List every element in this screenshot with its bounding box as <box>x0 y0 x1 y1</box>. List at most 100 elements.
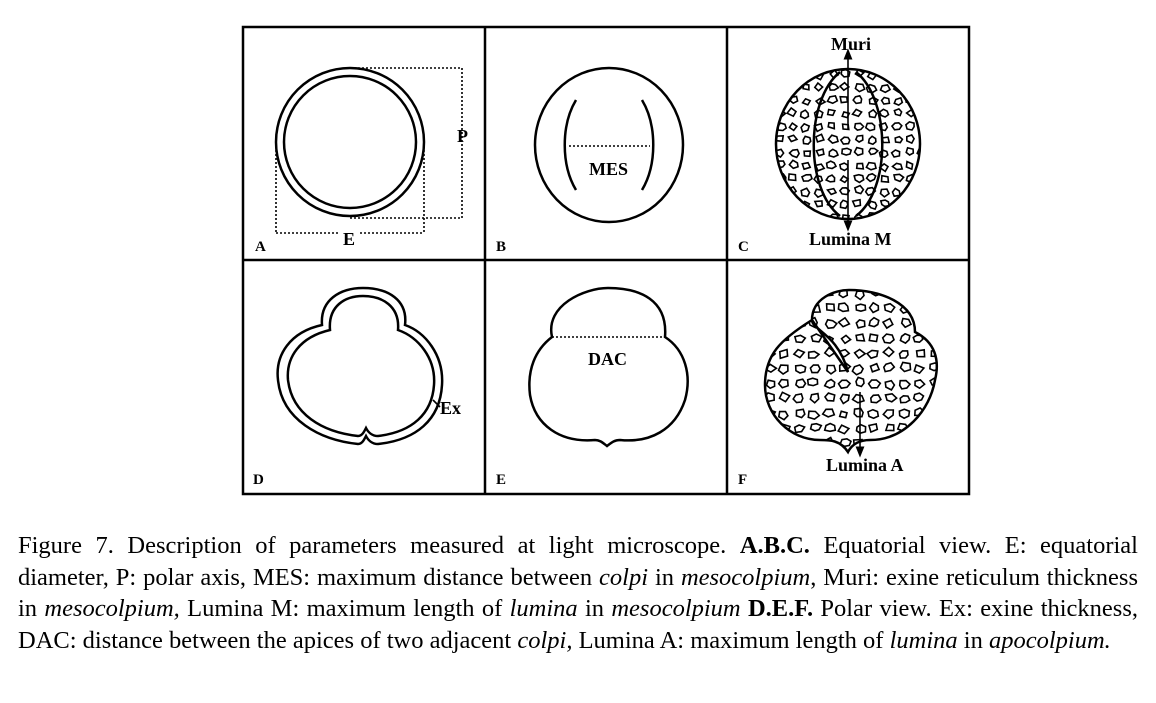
caption-italic: lumina <box>889 626 958 654</box>
lumen-cell <box>913 304 925 314</box>
lumen-cell <box>777 410 789 421</box>
label-e: E <box>343 229 355 249</box>
lumen-cell <box>918 187 920 198</box>
lumen-cell <box>905 146 915 156</box>
lumen-cell <box>879 199 891 208</box>
lumen-cell <box>823 422 837 433</box>
pollen-outer-outline <box>274 66 426 218</box>
lumen-cell <box>776 70 785 79</box>
pollen-outline <box>528 286 689 448</box>
colpus-right <box>640 99 655 191</box>
caption-text: Lumina A: maximum length of <box>572 626 890 654</box>
lumen-cell <box>800 173 813 182</box>
caption-bold: D.E.F. <box>747 595 814 622</box>
lumen-cell <box>765 290 775 298</box>
lumen-cell <box>813 174 824 185</box>
lumen-cell <box>765 379 776 390</box>
lumen-cell <box>828 82 840 91</box>
lumen-cell <box>825 302 836 312</box>
lumen-cell <box>928 423 937 433</box>
lumen-cell <box>779 304 793 315</box>
exine-pointer <box>432 399 441 408</box>
lumen-cell <box>809 455 819 464</box>
caption-text: Figure 7. Description of parameters meas… <box>18 532 740 559</box>
lumen-cell <box>837 424 851 435</box>
lumen-cell <box>777 320 791 331</box>
lumen-cell <box>868 333 879 343</box>
panel-e: DAC E <box>496 286 689 488</box>
lumen-cell <box>913 290 929 299</box>
lumen-cell <box>809 364 822 374</box>
lumen-cell <box>786 213 799 219</box>
lumen-cell <box>807 350 821 359</box>
lumen-cell <box>787 83 797 92</box>
colpus-left <box>563 99 578 191</box>
figure-caption: Figure 7. Description of parameters meas… <box>18 530 1138 656</box>
lumen-cell <box>839 393 851 405</box>
lumen-cell <box>821 408 836 418</box>
lumen-cell <box>823 378 836 389</box>
lumen-cell <box>801 97 812 106</box>
lumen-cell <box>928 437 937 449</box>
lumen-cell <box>922 122 929 129</box>
lumen-cell <box>904 213 916 219</box>
lumen-cell <box>883 302 896 314</box>
lumen-cell <box>778 438 790 449</box>
label-dac: DAC <box>588 349 627 369</box>
caption-italic: lumina <box>509 595 578 622</box>
lumen-cell <box>898 379 912 390</box>
lumen-cell <box>879 84 892 94</box>
label-lumina-a: Lumina A <box>826 455 904 475</box>
lumen-cell <box>929 317 937 329</box>
lumen-cell <box>891 187 901 198</box>
lumen-cell <box>868 316 880 328</box>
lumen-cell <box>807 410 821 420</box>
lumen-cell <box>824 318 838 330</box>
lumen-cell <box>839 95 849 104</box>
lumen-cell <box>809 422 823 432</box>
lumen-cell <box>919 133 920 144</box>
lumen-cell <box>793 334 807 344</box>
lumen-cell <box>884 379 896 391</box>
lumen-cell <box>881 333 895 344</box>
label-lumina-m: Lumina M <box>809 229 892 249</box>
caption-italic: mesocolpium <box>680 563 811 591</box>
lumen-cell <box>855 333 866 342</box>
lumen-cell <box>906 134 916 145</box>
lumen-cell <box>779 455 788 462</box>
lumen-cell <box>868 301 880 314</box>
lumen-cell <box>930 395 937 406</box>
lumen-cell <box>778 391 791 403</box>
lumen-cell <box>789 95 799 105</box>
lumen-cell <box>915 348 926 358</box>
lumen-cell <box>878 108 890 118</box>
lumen-cell <box>839 199 849 210</box>
lumen-cell <box>882 346 895 358</box>
lumen-cell <box>916 173 920 183</box>
lumen-cell <box>776 214 786 219</box>
lumen-cell <box>851 393 866 404</box>
lumen-cell <box>787 199 797 209</box>
caption-text: in <box>957 626 989 654</box>
lumen-cell <box>928 407 937 419</box>
lumen-cell <box>838 81 851 92</box>
lumen-cell <box>778 348 789 360</box>
lumen-cell <box>912 392 925 402</box>
lumen-cell <box>867 379 882 389</box>
lumen-cell <box>877 211 889 219</box>
lumen-cell <box>893 96 904 107</box>
pollen-outline <box>763 288 939 455</box>
lumen-cell <box>787 173 797 182</box>
lumen-cell <box>795 302 805 314</box>
lumen-cell <box>801 161 812 171</box>
lumen-cell <box>827 134 839 144</box>
lumen-cell <box>854 82 866 93</box>
lumen-cell <box>787 134 799 143</box>
panel-letter-c: C <box>738 239 749 255</box>
caption-text: in <box>577 595 612 622</box>
lumen-cell <box>813 81 824 92</box>
lumen-cell <box>900 440 909 449</box>
lumen-cell <box>867 200 878 211</box>
pollen-outer-outline <box>276 286 444 446</box>
lumen-cell <box>777 364 789 375</box>
